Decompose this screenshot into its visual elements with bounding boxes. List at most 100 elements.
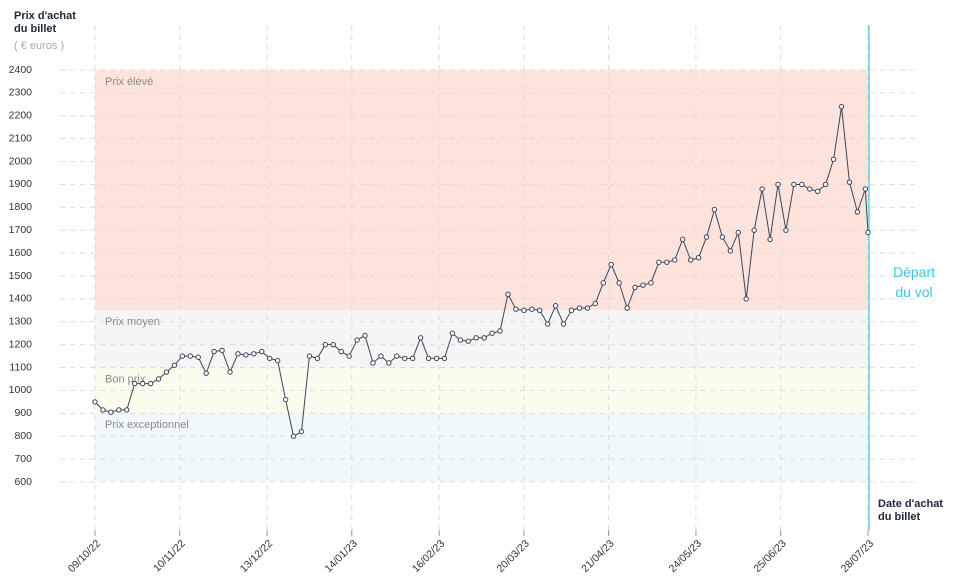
price-point xyxy=(799,181,805,188)
price-point xyxy=(703,234,710,240)
x-tick-label: 24/05/23 xyxy=(667,537,704,574)
x-tick-label: 21/04/23 xyxy=(579,537,616,574)
price-point xyxy=(584,305,591,311)
price-point xyxy=(465,338,471,344)
price-point xyxy=(838,103,845,110)
price-point xyxy=(449,330,456,336)
price-point xyxy=(282,396,289,403)
y-tick-label: 1100 xyxy=(9,361,32,373)
price-point xyxy=(865,229,871,236)
price-point xyxy=(775,181,781,188)
price-point xyxy=(243,352,249,358)
price-point xyxy=(147,380,154,387)
price-point xyxy=(386,360,392,366)
y-tick-label: 1300 xyxy=(9,316,33,328)
y-tick-label: 2300 xyxy=(9,87,33,99)
price-point xyxy=(346,353,352,359)
x-tick-label: 13/12/22 xyxy=(238,537,275,574)
y-tick-label: 2100 xyxy=(9,132,33,144)
price-point xyxy=(751,227,757,233)
price-point xyxy=(425,355,432,362)
price-point xyxy=(132,380,138,387)
x-tick-label: 10/11/22 xyxy=(151,537,188,574)
price-point xyxy=(227,369,233,375)
price-point xyxy=(624,305,630,311)
price-point xyxy=(695,254,702,261)
price-point xyxy=(830,156,837,162)
price-point xyxy=(338,348,344,355)
price-point xyxy=(481,335,487,341)
price-point xyxy=(330,341,336,348)
price-band xyxy=(95,413,868,482)
y-tick-label: 2400 xyxy=(9,64,33,76)
price-point xyxy=(672,257,678,263)
price-point xyxy=(711,206,718,213)
price-point xyxy=(92,399,98,405)
y-tick-label: 1800 xyxy=(9,201,33,213)
price-point xyxy=(759,186,765,192)
price-point xyxy=(402,355,408,362)
price-point xyxy=(378,353,384,359)
x-title: Date d'achat du billet xyxy=(878,498,943,523)
price-point xyxy=(267,355,273,362)
price-point xyxy=(370,360,376,366)
band-label: Prix moyen xyxy=(105,316,160,328)
price-point xyxy=(544,321,551,327)
price-point xyxy=(362,332,368,339)
price-point xyxy=(433,355,440,362)
x-tick-label: 14/01/23 xyxy=(322,537,359,574)
y-tick-label: 2000 xyxy=(9,155,33,167)
y-tick-label: 1600 xyxy=(9,247,33,259)
price-point xyxy=(679,236,686,243)
price-point xyxy=(322,341,329,348)
price-point xyxy=(822,181,829,188)
price-point xyxy=(719,234,726,240)
price-point xyxy=(767,236,773,243)
price-point xyxy=(687,257,694,263)
price-point xyxy=(417,335,424,341)
price-point xyxy=(854,209,861,215)
price-point xyxy=(251,351,257,357)
band-label: Prix exceptionnel xyxy=(105,419,189,431)
y-title: Prix d'achat du billet xyxy=(14,10,76,35)
price-point xyxy=(171,362,178,368)
x-tick-label: 28/07/23 xyxy=(839,537,876,574)
price-point xyxy=(116,407,122,413)
price-point xyxy=(235,351,241,357)
price-point xyxy=(314,355,321,362)
price-point xyxy=(552,303,559,309)
y-tick-label: 1500 xyxy=(9,270,33,282)
price-point xyxy=(306,353,313,359)
price-point xyxy=(815,188,821,195)
price-point xyxy=(537,307,543,314)
y-tick-label: 800 xyxy=(14,430,32,442)
x-tick-label: 16/02/23 xyxy=(410,537,447,574)
price-point xyxy=(211,348,217,355)
price-point xyxy=(259,348,265,355)
y-unit: ( € euros ) xyxy=(14,40,65,52)
price-point xyxy=(473,335,479,341)
price-point xyxy=(457,337,464,343)
price-point xyxy=(108,409,114,415)
y-tick-label: 700 xyxy=(14,453,32,465)
price-band xyxy=(95,70,868,311)
y-tick-label: 1200 xyxy=(9,338,33,350)
price-point xyxy=(791,181,797,188)
price-point xyxy=(576,305,583,311)
price-point xyxy=(187,353,194,359)
price-point xyxy=(862,186,869,192)
y-tick-label: 1400 xyxy=(9,293,33,305)
price-point xyxy=(124,407,130,413)
price-point xyxy=(640,282,646,288)
price-point xyxy=(513,306,519,312)
y-tick-label: 900 xyxy=(14,407,32,419)
price-point xyxy=(600,280,606,286)
price-point xyxy=(616,280,622,286)
x-tick-label: 25/06/23 xyxy=(751,537,788,574)
price-point xyxy=(394,353,400,359)
price-point xyxy=(632,284,638,291)
price-point xyxy=(648,280,654,286)
y-tick-label: 1700 xyxy=(9,224,33,236)
